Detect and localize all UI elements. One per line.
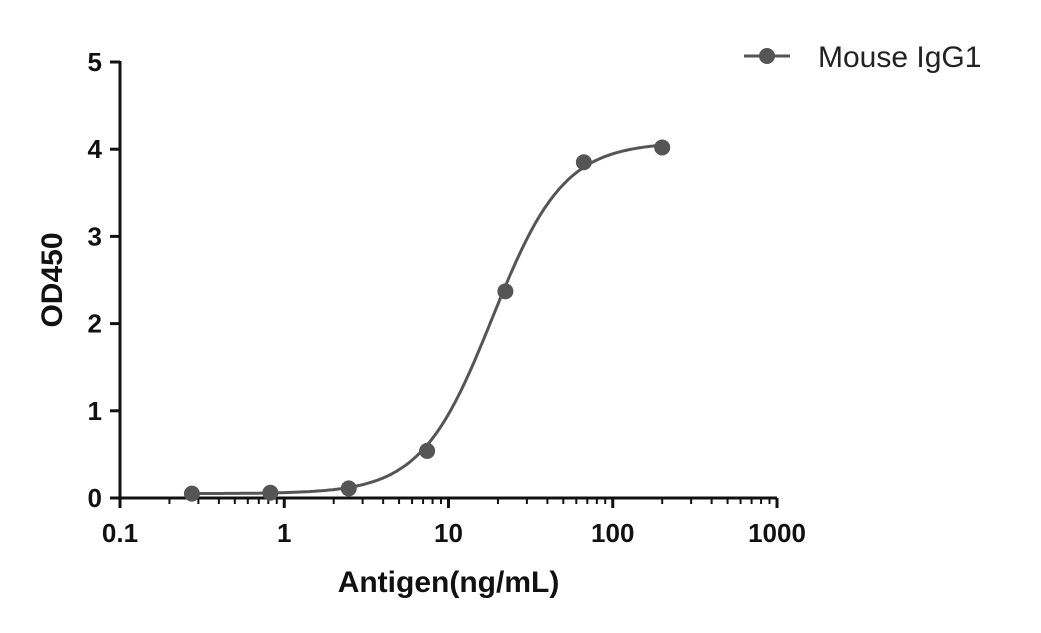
data-point [497,283,514,300]
y-axis-title: OD450 [36,232,69,327]
x-tick-label: 100 [591,518,634,548]
x-axis-title: Antigen(ng/mL) [338,566,560,599]
x-ticks: 0.1 1 10 100 1000 [102,498,806,548]
data-point [575,154,592,171]
axes: 0 1 2 3 4 5 0.1 1 10 100 1000 [88,47,806,548]
x-tick-label: 10 [434,518,463,548]
x-tick-label: 1000 [748,518,806,548]
y-tick-label: 1 [88,396,102,426]
data-point [262,484,279,501]
data-point [183,485,200,502]
legend-marker [759,48,775,64]
y-tick-label: 0 [88,483,102,513]
data-point [654,139,671,156]
fit-curve [191,143,663,496]
data-point [419,442,436,459]
plot-area [183,139,671,502]
x-tick-label: 1 [277,518,291,548]
data-point [340,480,357,497]
x-tick-label: 0.1 [102,518,138,548]
y-tick-label: 5 [88,47,102,77]
y-ticks: 0 1 2 3 4 5 [88,47,120,513]
y-tick-label: 4 [88,134,103,164]
legend: Mouse IgG1 [744,41,981,74]
legend-label: Mouse IgG1 [818,41,981,74]
y-tick-label: 3 [88,221,102,251]
y-tick-label: 2 [88,309,102,339]
